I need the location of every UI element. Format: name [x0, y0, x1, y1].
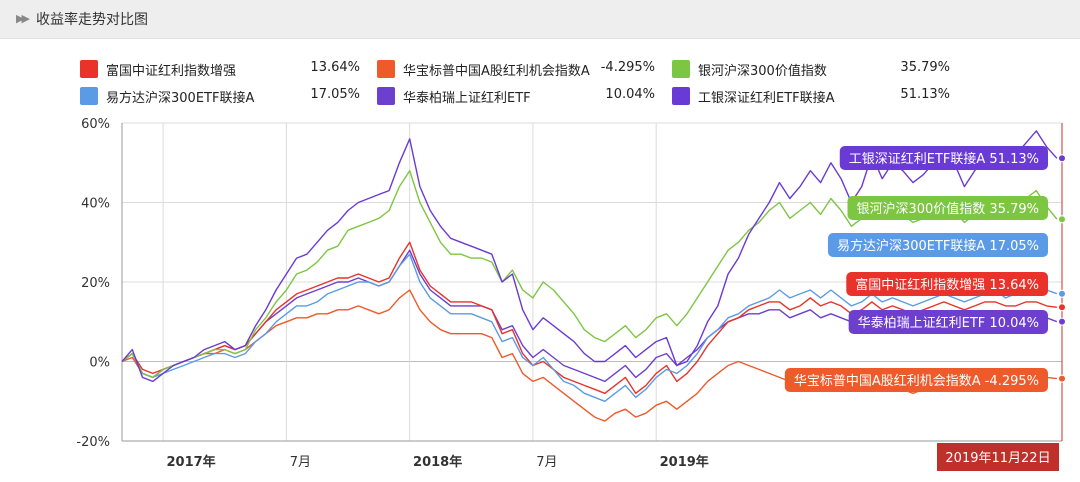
series-end-point: [1058, 317, 1066, 326]
legend-name: 华泰柏瑞上证红利ETF: [403, 91, 531, 106]
series-end-point: [1058, 154, 1066, 163]
x-tick-label: 7月: [536, 455, 557, 470]
x-tick-label: 7月: [290, 455, 311, 470]
legend-name: 易方达沪深300ETF联接A: [106, 91, 255, 106]
callout-label: 工银深证红利ETF联接A 51.13%: [849, 151, 1039, 167]
end-date-box: [937, 443, 1059, 471]
x-tick-label: 2019年: [660, 454, 709, 470]
legend-value: -4.295%: [600, 60, 655, 75]
legend-value: 13.64%: [310, 60, 360, 75]
series-end-point: [1058, 289, 1066, 298]
end-date-label: 2019年11月22日: [945, 451, 1050, 466]
callout-box: [784, 368, 1048, 392]
callout-box: [839, 146, 1048, 170]
series-line: [121, 241, 1057, 394]
section-header: ▶▶ 收益率走势对比图: [0, 0, 1080, 39]
x-tick-label: 2018年: [413, 454, 462, 470]
legend-value: 17.05%: [310, 87, 360, 102]
legend-value: 10.04%: [605, 87, 655, 102]
callout-box: [848, 310, 1048, 334]
legend-swatch: [672, 87, 690, 105]
series-callout: 华宝标普中国A股红利机会指数A -4.295%: [784, 368, 1048, 392]
callout-label: 银河沪深300价值指数 35.79%: [856, 201, 1039, 217]
series-callout: 工银深证红利ETF联接A 51.13%: [839, 146, 1048, 170]
series-end-point: [1058, 374, 1066, 383]
callout-label: 华泰柏瑞上证红利ETF 10.04%: [858, 315, 1039, 331]
y-tick-label: 20%: [81, 276, 110, 291]
series-line: [121, 289, 1057, 422]
callout-box: [847, 196, 1048, 220]
legend-item[interactable]: 工银深证红利ETF联接A 51.13%: [672, 86, 952, 106]
y-tick-label: 60%: [81, 117, 110, 132]
series-callout: 银河沪深300价值指数 35.79%: [847, 196, 1048, 220]
callout-label: 易方达沪深300ETF联接A 17.05%: [837, 238, 1039, 254]
series-callout: 易方达沪深300ETF联接A 17.05%: [827, 233, 1048, 257]
legend-name: 银河沪深300价值指数: [698, 64, 827, 79]
legend-swatch: [80, 87, 98, 105]
legend-item[interactable]: 银河沪深300价值指数 35.79%: [672, 59, 952, 79]
series-line: [121, 253, 1058, 402]
y-tick-label: 0%: [89, 356, 110, 371]
y-tick-label: 40%: [81, 197, 110, 212]
callout-label: 富国中证红利指数增强 13.64%: [855, 277, 1039, 293]
end-date-badge: 2019年11月22日: [937, 443, 1059, 471]
legend-item[interactable]: 易方达沪深300ETF联接A 17.05%: [80, 86, 362, 106]
legend-item[interactable]: 华泰柏瑞上证红利ETF 10.04%: [377, 86, 657, 106]
legend-name: 华宝标普中国A股红利机会指数A: [403, 64, 590, 79]
series-end-point: [1058, 303, 1066, 312]
legend-name: 富国中证红利指数增强: [106, 64, 237, 79]
callout-box: [846, 272, 1048, 296]
callout-box: [827, 233, 1048, 257]
legend-swatch: [80, 60, 98, 78]
series-callout: 富国中证红利指数增强 13.64%: [846, 272, 1048, 296]
legend-item[interactable]: 富国中证红利指数增强 13.64%: [80, 59, 362, 79]
legend-name: 工银深证红利ETF联接A: [698, 91, 835, 106]
legend-swatch: [672, 60, 690, 78]
y-tick-label: -20%: [76, 435, 110, 450]
legend-item[interactable]: 华宝标普中国A股红利机会指数A -4.295%: [377, 59, 657, 79]
series-end-point: [1058, 215, 1066, 224]
section-title: 收益率走势对比图: [36, 12, 148, 28]
double-arrow-icon: ▶▶: [16, 12, 30, 25]
legend-swatch: [377, 87, 395, 105]
callout-label: 华宝标普中国A股红利机会指数A -4.295%: [794, 373, 1039, 389]
legend-value: 35.79%: [900, 60, 950, 75]
series-callout: 华泰柏瑞上证红利ETF 10.04%: [848, 310, 1048, 334]
legend-value: 51.13%: [900, 87, 950, 102]
legend-swatch: [377, 60, 395, 78]
x-tick-label: 2017年: [166, 454, 215, 470]
